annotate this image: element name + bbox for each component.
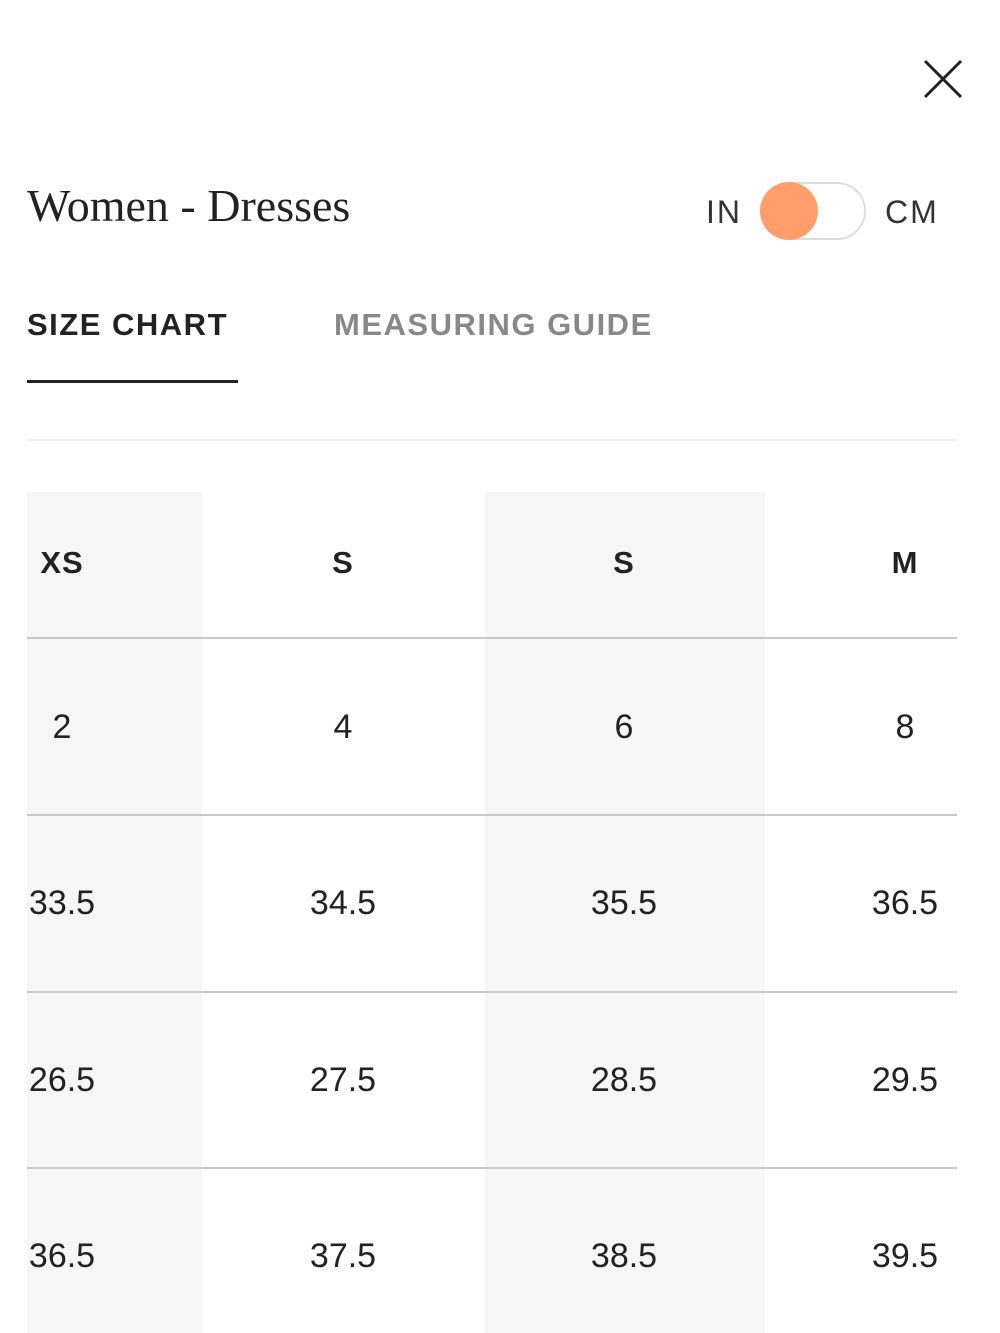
size-cell: 34.5 bbox=[309, 884, 377, 922]
unit-toggle[interactable] bbox=[760, 182, 866, 240]
size-cell: 33.5 bbox=[28, 884, 96, 922]
close-button[interactable] bbox=[920, 58, 966, 102]
toggle-knob bbox=[760, 182, 818, 240]
size-cell: 35.5 bbox=[590, 884, 658, 922]
row-divider bbox=[27, 991, 957, 993]
size-header-cell: M bbox=[891, 545, 919, 580]
size-cell: 39.5 bbox=[871, 1237, 939, 1275]
row-divider bbox=[27, 814, 957, 816]
size-cell: 2 bbox=[52, 708, 72, 746]
divider bbox=[27, 439, 957, 441]
unit-label-cm[interactable]: CM bbox=[885, 194, 939, 230]
size-cell: 37.5 bbox=[309, 1237, 377, 1275]
size-header-cell: XS bbox=[40, 545, 84, 580]
column-shade bbox=[485, 492, 765, 1333]
size-cell: 29.5 bbox=[871, 1061, 939, 1099]
size-cell: 6 bbox=[614, 708, 634, 746]
size-cell: 26.5 bbox=[28, 1061, 96, 1099]
close-icon-stroke bbox=[923, 59, 963, 99]
size-cell: 36.5 bbox=[28, 1237, 96, 1275]
unit-label-in[interactable]: IN bbox=[706, 194, 742, 230]
tab-underline bbox=[27, 380, 238, 383]
row-divider bbox=[27, 637, 957, 639]
size-cell: 36.5 bbox=[871, 884, 939, 922]
tab-measuring-guide[interactable]: MEASURING GUIDE bbox=[334, 307, 653, 342]
size-cell: 8 bbox=[895, 708, 915, 746]
size-cell: 4 bbox=[333, 708, 353, 746]
size-header-cell: S bbox=[613, 545, 635, 580]
modal-title: Women - Dresses bbox=[27, 180, 351, 231]
column-shade bbox=[27, 492, 202, 1333]
size-cell: 27.5 bbox=[309, 1061, 377, 1099]
size-header-cell: S bbox=[332, 545, 354, 580]
size-cell: 38.5 bbox=[590, 1237, 658, 1275]
row-divider bbox=[27, 1167, 957, 1169]
size-cell: 28.5 bbox=[590, 1061, 658, 1099]
tab-size-chart[interactable]: SIZE CHART bbox=[27, 307, 228, 342]
